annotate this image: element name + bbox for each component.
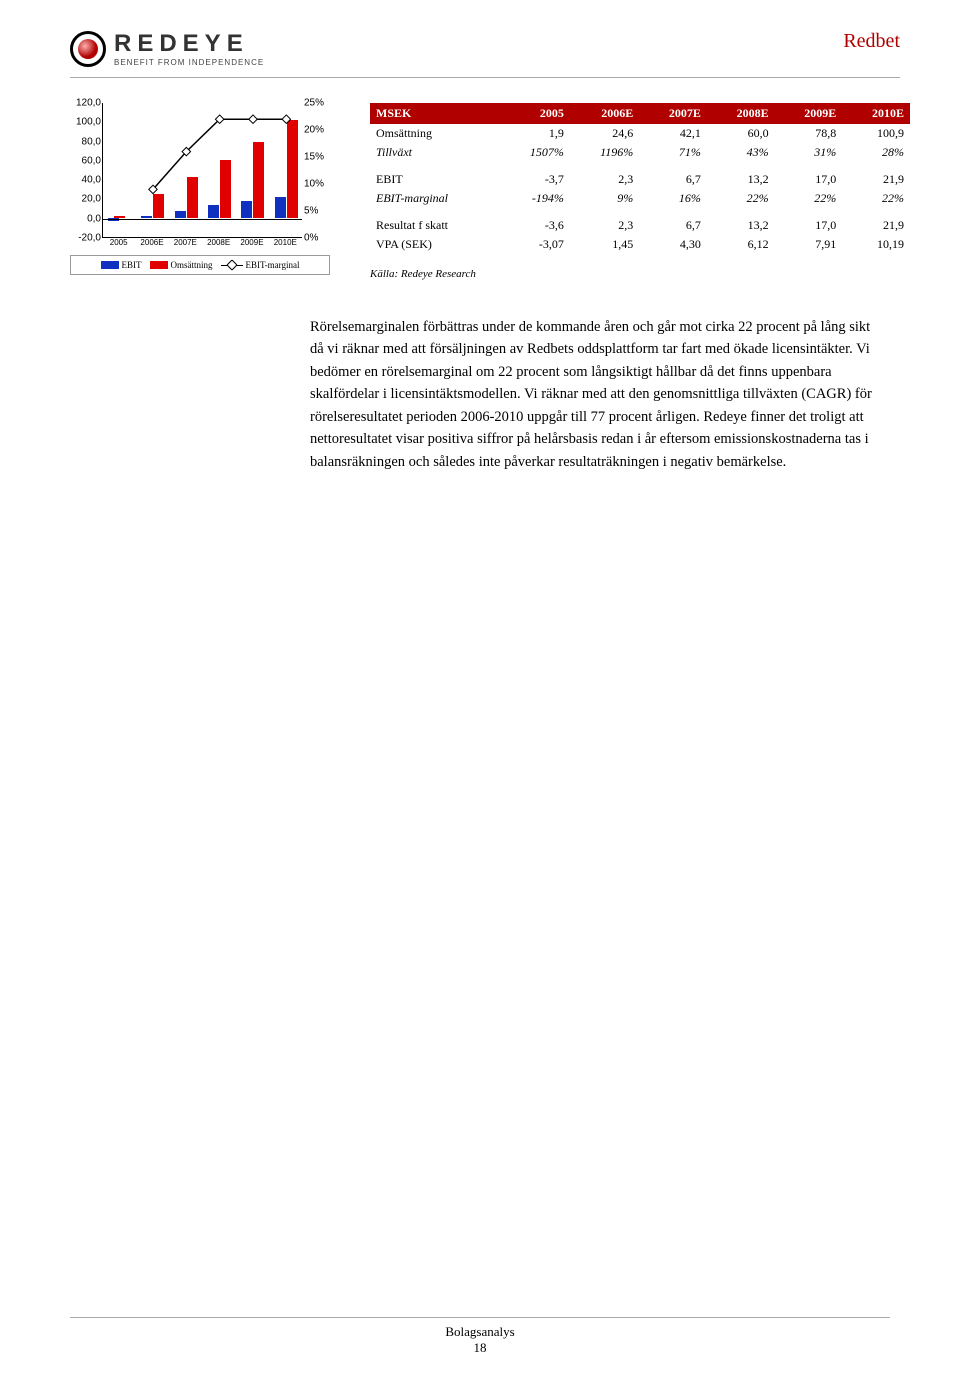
chart-legend: EBIT Omsättning EBIT-marginal [70,255,330,275]
y-left-tick: 120,0 [71,98,101,109]
y-left-tick: 40,0 [71,175,101,186]
table-row: Tillväxt1507%1196%71%43%31%28% [370,143,910,162]
table-row: EBIT-marginal-194%9%16%22%22%22% [370,189,910,208]
page-number: 18 [0,1340,960,1356]
footer-divider [70,1317,890,1318]
table-header-cell: 2010E [842,103,910,124]
chart-panel: 120,0100,080,060,040,020,00,0-20,025%20%… [70,103,360,280]
financials-table-panel: MSEK20052006E2007E2008E2009E2010EOmsättn… [370,103,910,280]
x-tick: 2005 [102,238,135,247]
y-left-tick: -20,0 [71,233,101,244]
legend-omsattning-label: Omsättning [171,260,213,270]
document-title: Redbet [843,30,900,53]
table-header-cell: 2009E [775,103,843,124]
footer-label: Bolagsanalys [0,1324,960,1340]
diamond-marker-icon [221,260,243,270]
y-right-tick: 0% [304,233,330,244]
y-right-tick: 25% [304,98,330,109]
table-row: EBIT-3,72,36,713,217,021,9 [370,170,910,189]
financials-table: MSEK20052006E2007E2008E2009E2010EOmsättn… [370,103,910,254]
table-source: Källa: Redeye Research [370,268,910,280]
y-left-tick: 20,0 [71,194,101,205]
y-left-tick: 80,0 [71,136,101,147]
x-tick: 2007E [169,238,202,247]
y-right-tick: 15% [304,152,330,163]
y-right-tick: 10% [304,179,330,190]
table-row: VPA (SEK)-3,071,454,306,127,9110,19 [370,235,910,254]
page-header: REDEYE BENEFIT FROM INDEPENDENCE Redbet [0,0,960,77]
page-footer: Bolagsanalys 18 [0,1317,960,1356]
legend-margin: EBIT-marginal [221,260,300,270]
x-tick: 2010E [269,238,302,247]
brand-logo: REDEYE BENEFIT FROM INDEPENDENCE [70,30,264,67]
table-header-cell: 2007E [639,103,707,124]
table-header-cell: 2005 [499,103,570,124]
line-ebit-margin [103,103,302,237]
brand-tagline: BENEFIT FROM INDEPENDENCE [114,58,264,67]
legend-ebit-label: EBIT [122,260,142,270]
y-left-tick: 0,0 [71,213,101,224]
x-tick: 2009E [235,238,268,247]
y-right-tick: 5% [304,206,330,217]
table-row: Resultat f skatt-3,62,36,713,217,021,9 [370,216,910,235]
table-header-cell: 2006E [570,103,639,124]
eye-icon [70,31,106,67]
table-row: Omsättning1,924,642,160,078,8100,9 [370,124,910,143]
ebit-chart: 120,0100,080,060,040,020,00,0-20,025%20%… [70,103,330,247]
body-paragraph: Rörelsemarginalen förbättras under de ko… [310,316,880,473]
y-left-tick: 60,0 [71,155,101,166]
legend-omsattning: Omsättning [150,260,213,270]
table-header-cell: MSEK [370,103,499,124]
y-left-tick: 100,0 [71,117,101,128]
legend-ebit: EBIT [101,260,142,270]
x-tick: 2008E [202,238,235,247]
x-tick: 2006E [135,238,168,247]
legend-margin-label: EBIT-marginal [246,260,300,270]
y-right-tick: 20% [304,125,330,136]
table-header-cell: 2008E [707,103,775,124]
brand-name: REDEYE [114,30,264,58]
